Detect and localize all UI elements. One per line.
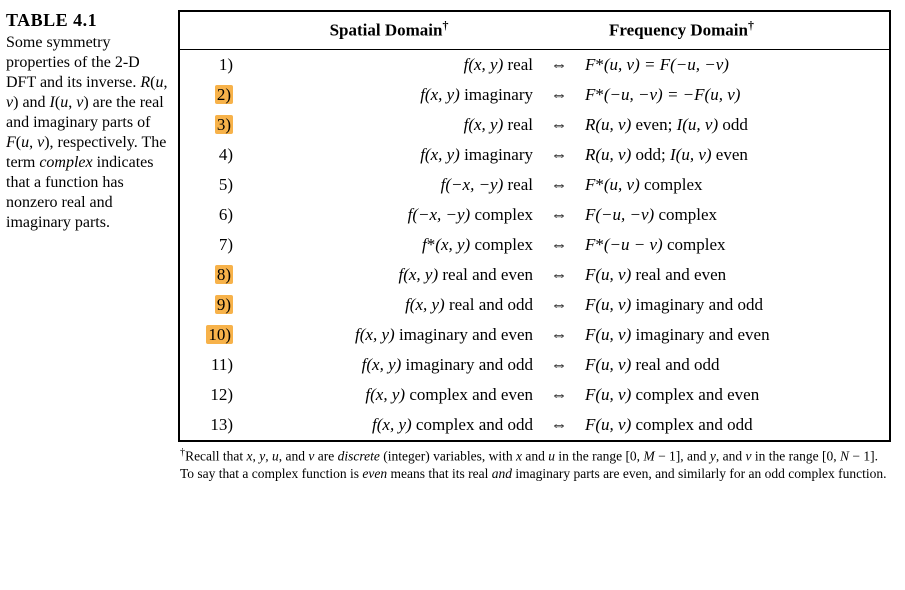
- frequency-cell: F*(−u − v) complex: [579, 230, 890, 260]
- spatial-cell: f(−x, −y) complex: [239, 200, 539, 230]
- spatial-cell: f(x, y) imaginary and even: [239, 320, 539, 350]
- table-row: 5)f(−x, −y) real⇔F*(u, v) complex: [179, 170, 890, 200]
- spatial-cell: f(−x, −y) real: [239, 170, 539, 200]
- table-row: 9)f(x, y) real and odd⇔F(u, v) imaginary…: [179, 290, 890, 320]
- spatial-cell: f*(x, y) complex: [239, 230, 539, 260]
- iff-arrow: ⇔: [539, 380, 579, 410]
- page: TABLE 4.1 Some symmetry properties of th…: [0, 0, 905, 496]
- spatial-cell: f(x, y) real: [239, 110, 539, 140]
- frequency-cell: R(u, v) odd; I(u, v) even: [579, 140, 890, 170]
- row-index: 8): [179, 260, 239, 290]
- frequency-cell: F(u, v) real and even: [579, 260, 890, 290]
- row-index: 13): [179, 410, 239, 441]
- table-caption: TABLE 4.1 Some symmetry properties of th…: [6, 10, 178, 482]
- table-row: 4)f(x, y) imaginary⇔R(u, v) odd; I(u, v)…: [179, 140, 890, 170]
- table-row: 13)f(x, y) complex and odd⇔F(u, v) compl…: [179, 410, 890, 441]
- table-footnote: †Recall that x, y, u, and v are discrete…: [178, 446, 891, 483]
- iff-arrow: ⇔: [539, 290, 579, 320]
- table-body: 1)f(x, y) real⇔F*(u, v) = F(−u, −v)2)f(x…: [179, 49, 890, 441]
- frequency-cell: F(u, v) imaginary and even: [579, 320, 890, 350]
- frequency-cell: F(u, v) imaginary and odd: [579, 290, 890, 320]
- frequency-cell: R(u, v) even; I(u, v) odd: [579, 110, 890, 140]
- frequency-cell: F*(−u, −v) = −F(u, v): [579, 80, 890, 110]
- header-frequency: Frequency Domain†: [579, 11, 890, 49]
- iff-arrow: ⇔: [539, 80, 579, 110]
- row-index: 1): [179, 49, 239, 80]
- header-arrow: [539, 11, 579, 49]
- frequency-cell: F(−u, −v) complex: [579, 200, 890, 230]
- frequency-cell: F(u, v) real and odd: [579, 350, 890, 380]
- spatial-cell: f(x, y) complex and even: [239, 380, 539, 410]
- spatial-cell: f(x, y) imaginary and odd: [239, 350, 539, 380]
- table-row: 3)f(x, y) real⇔R(u, v) even; I(u, v) odd: [179, 110, 890, 140]
- iff-arrow: ⇔: [539, 350, 579, 380]
- table-label: TABLE 4.1: [6, 10, 168, 31]
- row-index: 9): [179, 290, 239, 320]
- table-row: 11)f(x, y) imaginary and odd⇔F(u, v) rea…: [179, 350, 890, 380]
- spatial-cell: f(x, y) real and even: [239, 260, 539, 290]
- header-spatial: Spatial Domain†: [239, 11, 539, 49]
- header-blank: [179, 11, 239, 49]
- table-caption-text: Some symmetry properties of the 2-D DFT …: [6, 33, 168, 233]
- frequency-cell: F(u, v) complex and odd: [579, 410, 890, 441]
- iff-arrow: ⇔: [539, 230, 579, 260]
- symmetry-table: Spatial Domain† Frequency Domain† 1)f(x,…: [178, 10, 891, 442]
- table-row: 8)f(x, y) real and even⇔F(u, v) real and…: [179, 260, 890, 290]
- table-row: 1)f(x, y) real⇔F*(u, v) = F(−u, −v): [179, 49, 890, 80]
- table-row: 6)f(−x, −y) complex⇔F(−u, −v) complex: [179, 200, 890, 230]
- iff-arrow: ⇔: [539, 49, 579, 80]
- row-index: 6): [179, 200, 239, 230]
- row-index: 4): [179, 140, 239, 170]
- row-index: 3): [179, 110, 239, 140]
- row-index: 5): [179, 170, 239, 200]
- spatial-cell: f(x, y) real and odd: [239, 290, 539, 320]
- spatial-cell: f(x, y) imaginary: [239, 140, 539, 170]
- frequency-cell: F*(u, v) complex: [579, 170, 890, 200]
- row-index: 11): [179, 350, 239, 380]
- frequency-cell: F(u, v) complex and even: [579, 380, 890, 410]
- table-header-row: Spatial Domain† Frequency Domain†: [179, 11, 890, 49]
- frequency-cell: F*(u, v) = F(−u, −v): [579, 49, 890, 80]
- iff-arrow: ⇔: [539, 110, 579, 140]
- row-index: 7): [179, 230, 239, 260]
- iff-arrow: ⇔: [539, 320, 579, 350]
- row-index: 2): [179, 80, 239, 110]
- iff-arrow: ⇔: [539, 140, 579, 170]
- table-container: Spatial Domain† Frequency Domain† 1)f(x,…: [178, 10, 891, 482]
- table-row: 7)f*(x, y) complex⇔F*(−u − v) complex: [179, 230, 890, 260]
- row-index: 10): [179, 320, 239, 350]
- spatial-cell: f(x, y) imaginary: [239, 80, 539, 110]
- row-index: 12): [179, 380, 239, 410]
- spatial-cell: f(x, y) real: [239, 49, 539, 80]
- iff-arrow: ⇔: [539, 260, 579, 290]
- iff-arrow: ⇔: [539, 410, 579, 441]
- table-row: 12)f(x, y) complex and even⇔F(u, v) comp…: [179, 380, 890, 410]
- spatial-cell: f(x, y) complex and odd: [239, 410, 539, 441]
- iff-arrow: ⇔: [539, 170, 579, 200]
- table-row: 10)f(x, y) imaginary and even⇔F(u, v) im…: [179, 320, 890, 350]
- iff-arrow: ⇔: [539, 200, 579, 230]
- table-row: 2)f(x, y) imaginary⇔F*(−u, −v) = −F(u, v…: [179, 80, 890, 110]
